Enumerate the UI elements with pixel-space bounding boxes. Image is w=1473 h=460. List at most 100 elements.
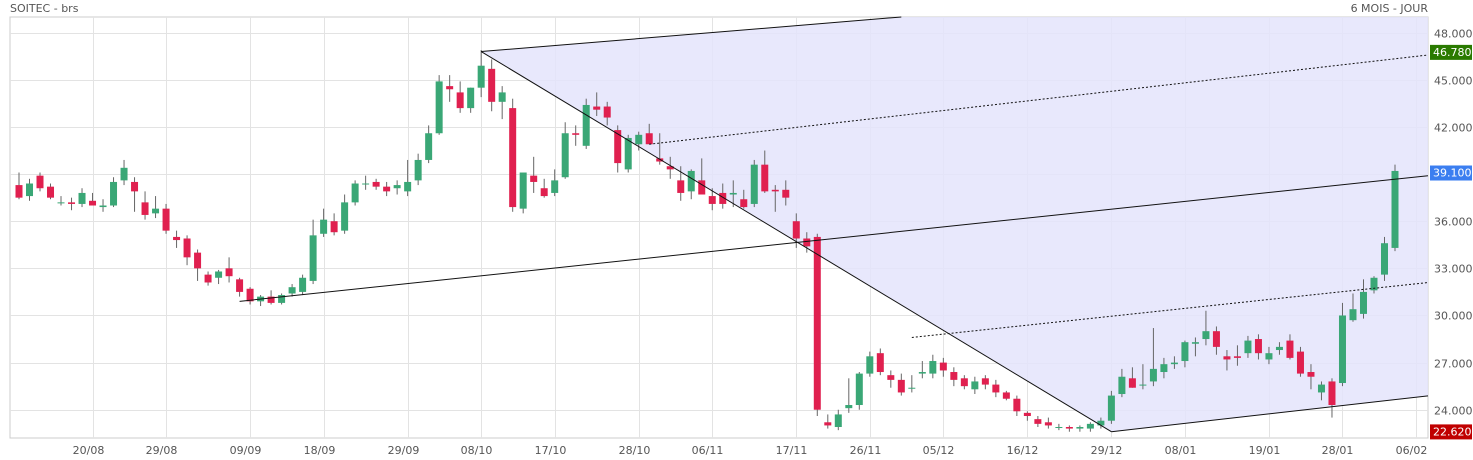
channel-line-median [239, 175, 1429, 302]
candle-up [1370, 277, 1378, 291]
candle-down [1044, 422, 1052, 426]
candle-down [1034, 419, 1042, 424]
y-tick-label: 24.000 [1434, 405, 1473, 418]
candle-down [593, 106, 601, 110]
candle-down [761, 164, 769, 192]
candle-up [78, 192, 86, 204]
candle-up [1149, 368, 1157, 382]
candle-up [152, 208, 160, 214]
candle-up [467, 87, 475, 109]
candle-up [519, 172, 527, 209]
candle-down [204, 274, 212, 283]
y-tick-label: 27.000 [1434, 358, 1473, 371]
candle-down [645, 133, 653, 145]
candle-down [162, 208, 170, 231]
x-axis: 20/08 29/08 09/09 18/09 29/09 08/10 17/10 28/10… [73, 444, 1428, 457]
candle-down [876, 353, 884, 373]
candle-down [141, 202, 149, 215]
candle-down [792, 221, 800, 239]
candle-down [897, 379, 905, 393]
candle-down [992, 384, 1000, 393]
candle-down [1296, 351, 1304, 374]
candle-up [435, 81, 443, 134]
y-tick-label: 36.000 [1434, 216, 1473, 229]
candle-down [456, 92, 464, 109]
candle-up [425, 133, 433, 160]
y-tick-label: 30.000 [1434, 310, 1473, 323]
candle-up [687, 170, 695, 192]
candle-up [582, 104, 590, 146]
y-tick-label: 48.000 [1434, 28, 1473, 41]
candle-up [351, 183, 359, 203]
candle-up [635, 134, 643, 145]
candle-up [1055, 427, 1063, 429]
candle-down [782, 189, 790, 198]
price-label-low: 22.620 [1433, 425, 1472, 438]
candle-down [1286, 340, 1294, 358]
candle-up [362, 183, 370, 185]
candle-up [1275, 346, 1283, 351]
x-tick-label: 06/02 [1396, 444, 1428, 457]
candle-down [824, 422, 832, 426]
candle-down [131, 181, 139, 192]
candle-up [57, 202, 65, 204]
x-tick-label: 18/09 [304, 444, 336, 457]
candle-down [1212, 331, 1220, 347]
candle-up [215, 271, 223, 278]
candle-up [845, 405, 853, 409]
candle-down [1023, 412, 1031, 417]
candle-down [677, 180, 685, 193]
x-tick-label: 09/09 [230, 444, 262, 457]
candle-up [309, 235, 317, 281]
candle-up [1244, 340, 1252, 354]
candle-up [299, 277, 307, 292]
candle-up [1076, 427, 1084, 429]
x-tick-label: 16/12 [1007, 444, 1039, 457]
x-tick-label: 17/11 [776, 444, 808, 457]
andrews-fork-zone [481, 17, 1428, 432]
candle-down [1223, 356, 1231, 360]
candle-down [813, 236, 821, 410]
candle-up [855, 373, 863, 406]
candle-down [1002, 392, 1010, 399]
candle-up [929, 361, 937, 374]
candle-up [1181, 342, 1189, 362]
channel-line-upper [481, 16, 902, 53]
candle-down [666, 166, 674, 170]
price-label-high: 46.780 [1433, 46, 1472, 59]
candle-down [572, 133, 580, 135]
price-label-bg [1430, 44, 1472, 60]
candle-down [236, 279, 244, 292]
candle-up [1202, 331, 1210, 340]
candle-up [1160, 364, 1168, 373]
candle-down [225, 268, 233, 277]
x-tick-label: 29/12 [1091, 444, 1123, 457]
y-tick-label: 33.000 [1434, 263, 1473, 276]
candle-up [477, 65, 485, 88]
candle-down [540, 188, 548, 197]
x-tick-label: 08/10 [461, 444, 493, 457]
candle-down [246, 288, 254, 302]
candle-down [68, 202, 76, 204]
chart-title: SOITEC - brs [10, 2, 79, 15]
candle-up [971, 381, 979, 390]
candle-up [99, 205, 107, 208]
candle-up [834, 414, 842, 428]
candle-up [729, 192, 737, 195]
candle-down [939, 362, 947, 371]
candle-down [698, 180, 706, 195]
candle-down [372, 181, 380, 187]
candle-down [509, 108, 517, 208]
candlestick-series [15, 49, 1399, 432]
x-tick-label: 29/09 [388, 444, 420, 457]
candle-up [1170, 362, 1178, 365]
price-label-bg [1430, 165, 1472, 181]
price-labels: 46.780 39.100 22.620 [1430, 44, 1472, 440]
candle-down [1128, 378, 1136, 388]
x-tick-label: 19/01 [1249, 444, 1281, 457]
candle-down [89, 200, 97, 206]
candle-up [551, 180, 559, 193]
candle-down [887, 375, 895, 380]
x-tick-label: 06/11 [692, 444, 724, 457]
